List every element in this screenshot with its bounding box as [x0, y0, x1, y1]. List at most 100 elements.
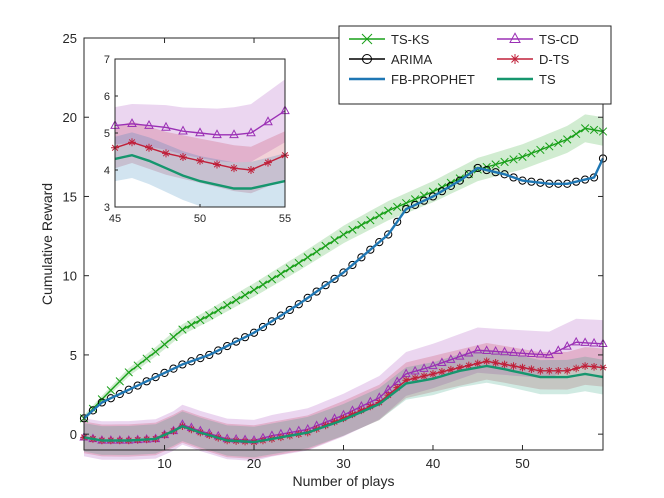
point-d-ts — [482, 357, 491, 366]
point-d-ts — [464, 361, 473, 370]
point-ts-ks — [133, 361, 142, 370]
point-arima — [330, 274, 339, 283]
point-ts-cd — [553, 345, 563, 354]
point-arima — [106, 394, 115, 403]
legend-entry-d-ts: D-TS — [497, 52, 570, 67]
inset-point-d-ts — [247, 166, 255, 174]
point-ts-ks — [312, 247, 321, 256]
point-ts-ks — [321, 241, 330, 251]
point-arima — [294, 300, 303, 309]
series-ts — [83, 364, 604, 444]
x-tick-label: 40 — [426, 456, 440, 471]
line-fb-prophet — [83, 157, 605, 420]
point-arima — [312, 287, 321, 296]
point-ts-cd — [482, 345, 492, 354]
point-ts-ks — [348, 225, 357, 234]
point-ts-ks — [491, 160, 500, 169]
point-ts-ks — [187, 320, 196, 329]
inset-x-tick-label: 55 — [279, 213, 291, 225]
legend-label-ts-ks: TS-KS — [391, 32, 430, 47]
y-tick-label: 15 — [63, 189, 77, 204]
inset-band-ts-cd — [115, 79, 285, 163]
point-arima — [285, 305, 294, 315]
point-ts-ks — [223, 301, 232, 310]
point-ts-ks — [580, 124, 590, 133]
point-d-ts — [527, 365, 536, 373]
legend-label-fb-prophet: FB-PROPHET — [391, 72, 475, 87]
point-d-ts — [420, 372, 428, 380]
point-d-ts — [375, 398, 384, 407]
point-d-ts — [590, 363, 598, 371]
point-ts-ks — [527, 149, 536, 158]
point-ts-ks — [258, 280, 268, 289]
point-arima — [88, 406, 98, 415]
point-arima — [410, 200, 420, 210]
point-d-ts — [411, 374, 419, 382]
y-tick-label: 20 — [63, 110, 77, 125]
point-ts-ks — [267, 275, 277, 284]
point-ts-ks — [169, 332, 178, 342]
legend-label-d-ts: D-TS — [539, 52, 570, 67]
point-arima — [437, 187, 447, 196]
point-arima — [357, 253, 366, 262]
inset-point-d-ts — [213, 160, 221, 169]
point-ts-ks — [276, 269, 286, 278]
point-ts-ks — [160, 340, 169, 349]
inset-point-ts-cd — [144, 119, 154, 129]
point-arima — [455, 176, 464, 185]
point-ts-ks — [178, 325, 187, 334]
point-d-ts — [384, 391, 393, 399]
point-ts-ks — [240, 290, 250, 300]
point-arima — [142, 377, 151, 386]
point-arima — [375, 237, 384, 247]
point-d-ts — [545, 366, 554, 375]
inset-point-d-ts — [145, 143, 153, 152]
legend-marker-ts-ks — [361, 33, 373, 45]
legend-entry-ts-ks: TS-KS — [349, 32, 430, 47]
point-ts-cd — [446, 354, 456, 363]
point-arima — [384, 230, 393, 239]
point-ts-ks — [303, 253, 312, 262]
point-arima — [258, 322, 268, 332]
point-ts-cd — [437, 357, 447, 367]
point-d-ts — [581, 362, 589, 370]
point-ts-ks — [294, 258, 303, 268]
point-ts-cd — [410, 365, 420, 375]
legend-entry-ts: TS — [497, 72, 556, 87]
legend-marker-d-ts — [510, 54, 520, 64]
point-ts-cd — [455, 351, 465, 360]
y-tick-label: 0 — [70, 427, 77, 442]
point-ts-ks — [366, 216, 375, 225]
point-ts-ks — [339, 230, 348, 239]
legend-entry-fb-prophet: FB-PROPHET — [349, 72, 475, 87]
x-tick-label: 50 — [515, 456, 529, 471]
point-arima — [133, 381, 142, 390]
point-arima — [97, 398, 106, 407]
y-axis-label: Cumulative Reward — [39, 183, 55, 305]
inset-y-tick-label: 6 — [104, 91, 110, 103]
point-ts-ks — [401, 198, 411, 208]
inset-y-tick-label: 7 — [104, 54, 110, 66]
point-ts-cd — [473, 344, 483, 354]
inset-point-ts-cd — [229, 129, 239, 139]
point-arima — [339, 268, 348, 277]
inset-point-ts-cd — [195, 127, 205, 137]
inset-point-ts-cd — [212, 129, 222, 139]
point-ts-ks — [384, 206, 393, 215]
inset-series-lines — [110, 105, 290, 190]
point-ts-ks — [142, 354, 151, 363]
inset-series-ts-cd — [110, 105, 290, 139]
inset-y-tick-label: 5 — [104, 128, 110, 140]
legend-label-ts: TS — [539, 72, 556, 87]
line-ts — [83, 364, 604, 444]
point-d-ts — [357, 406, 366, 415]
point-arima — [214, 346, 223, 355]
legend-label-arima: ARIMA — [391, 52, 433, 67]
point-ts-cd — [535, 348, 546, 358]
point-ts-ks — [151, 347, 160, 356]
point-d-ts — [438, 368, 446, 376]
point-arima — [151, 373, 160, 382]
point-d-ts — [339, 414, 348, 423]
point-ts-cd — [490, 346, 501, 355]
point-ts-ks — [572, 129, 581, 139]
